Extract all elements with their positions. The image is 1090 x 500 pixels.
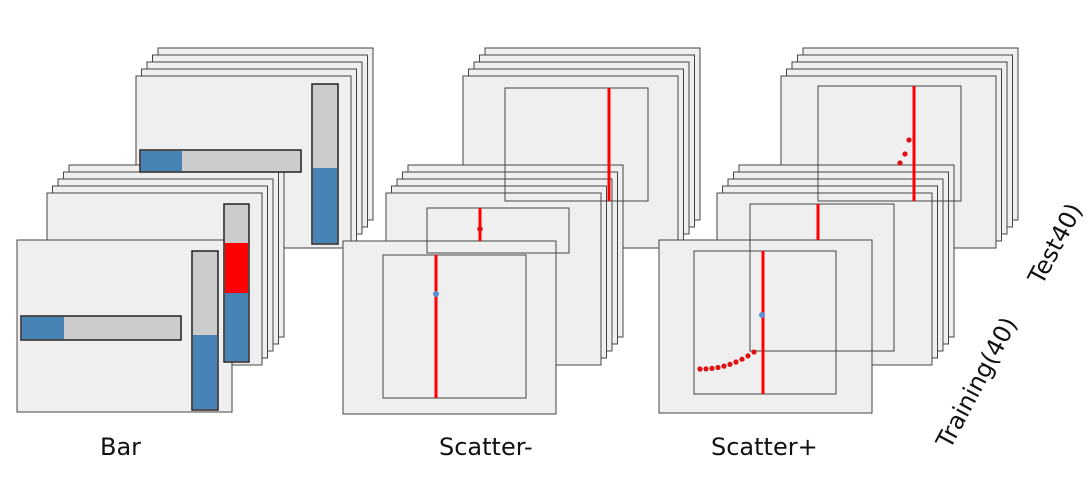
scatter-minus-test-content <box>504 87 649 202</box>
bar-test-vertical-fill <box>313 168 337 243</box>
scatter-plus-red-point <box>727 361 733 367</box>
scatter-plus-red-point <box>715 364 721 371</box>
bar-training-card-content <box>20 250 219 411</box>
card-stacks <box>16 47 1019 415</box>
scatter-minus-training-back-content <box>426 207 570 254</box>
bar-test-card-content <box>139 83 339 245</box>
group-label-scatter-minus: Scatter- <box>439 433 533 461</box>
bar-training-vertical-fill <box>193 335 217 409</box>
scatter-plus-test-plot-frame <box>817 85 962 202</box>
scatter-plus-training-card-content <box>693 250 837 395</box>
scatter-plus-red-points <box>697 349 757 372</box>
scatter-plus-plot-frame <box>693 250 837 395</box>
bar-training-horizontal-fill <box>22 317 64 339</box>
scatter-plus-test-content <box>817 85 962 202</box>
scatter-plus-red-point <box>709 365 715 371</box>
scatter-plus-training-card <box>658 239 873 414</box>
scatter-minus-training-card <box>342 240 557 415</box>
group-label-bar: Bar <box>100 433 141 461</box>
scatter-minus-back-plot-frame <box>426 207 570 254</box>
scatter-minus-blue-point <box>433 291 439 297</box>
scatter-plus-test-point <box>897 160 903 166</box>
scatter-minus-test-plot-frame <box>504 87 649 202</box>
scatter-plus-training-back-content <box>749 203 895 352</box>
scatter-plus-red-point <box>721 363 727 369</box>
scatter-plus-red-point <box>745 353 751 359</box>
scatter-minus-plot-frame <box>382 254 527 399</box>
bar-training-back-blue-segment <box>225 293 248 361</box>
scatter-minus-training-card-content <box>382 254 527 399</box>
bar-test-horizontal-fill <box>141 151 182 171</box>
scatter-plus-test-point <box>906 137 912 143</box>
scatter-plus-back-plot-frame <box>749 203 895 352</box>
scatter-minus-back-point <box>477 226 483 232</box>
scatter-plus-red-point <box>703 366 709 372</box>
set-label-test: Test40) <box>1022 199 1088 290</box>
bar-training-back-content <box>223 203 250 363</box>
scatter-plus-red-point <box>733 359 739 365</box>
group-label-scatter-plus: Scatter+ <box>711 433 818 461</box>
scatter-plus-red-point <box>739 356 745 362</box>
scatter-plus-test-point <box>902 151 908 157</box>
scatter-plus-red-point <box>751 349 757 355</box>
scatter-plus-red-point <box>697 366 703 372</box>
bar-training-back-red-segment <box>225 243 248 293</box>
scatter-plus-blue-point <box>759 312 765 318</box>
